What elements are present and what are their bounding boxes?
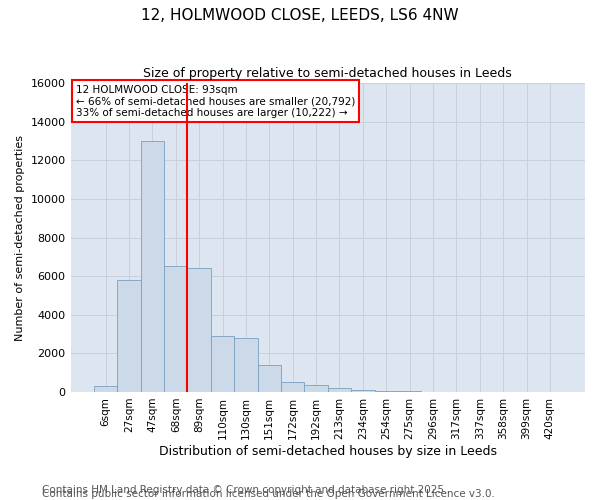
Bar (234, 338, 257, 392)
Bar (187, 268, 211, 392)
Text: 12, HOLMWOOD CLOSE, LEEDS, LS6 4NW: 12, HOLMWOOD CLOSE, LEEDS, LS6 4NW (141, 8, 459, 22)
Bar (374, 391, 398, 392)
Bar (351, 390, 374, 392)
Text: 12 HOLMWOOD CLOSE: 93sqm
← 66% of semi-detached houses are smaller (20,792)
33% : 12 HOLMWOOD CLOSE: 93sqm ← 66% of semi-d… (76, 84, 355, 118)
Text: Contains HM Land Registry data © Crown copyright and database right 2025.: Contains HM Land Registry data © Crown c… (42, 485, 448, 495)
X-axis label: Distribution of semi-detached houses by size in Leeds: Distribution of semi-detached houses by … (159, 444, 497, 458)
Bar (140, 141, 164, 392)
Y-axis label: Number of semi-detached properties: Number of semi-detached properties (15, 134, 25, 340)
Bar (257, 365, 281, 392)
Text: Contains public sector information licensed under the Open Government Licence v3: Contains public sector information licen… (42, 489, 495, 499)
Bar (94, 386, 118, 392)
Title: Size of property relative to semi-detached houses in Leeds: Size of property relative to semi-detach… (143, 68, 512, 80)
Bar (304, 385, 328, 392)
Bar (164, 266, 187, 392)
Bar (281, 382, 304, 392)
Bar (211, 336, 234, 392)
Bar (328, 388, 351, 392)
Bar (118, 280, 140, 392)
